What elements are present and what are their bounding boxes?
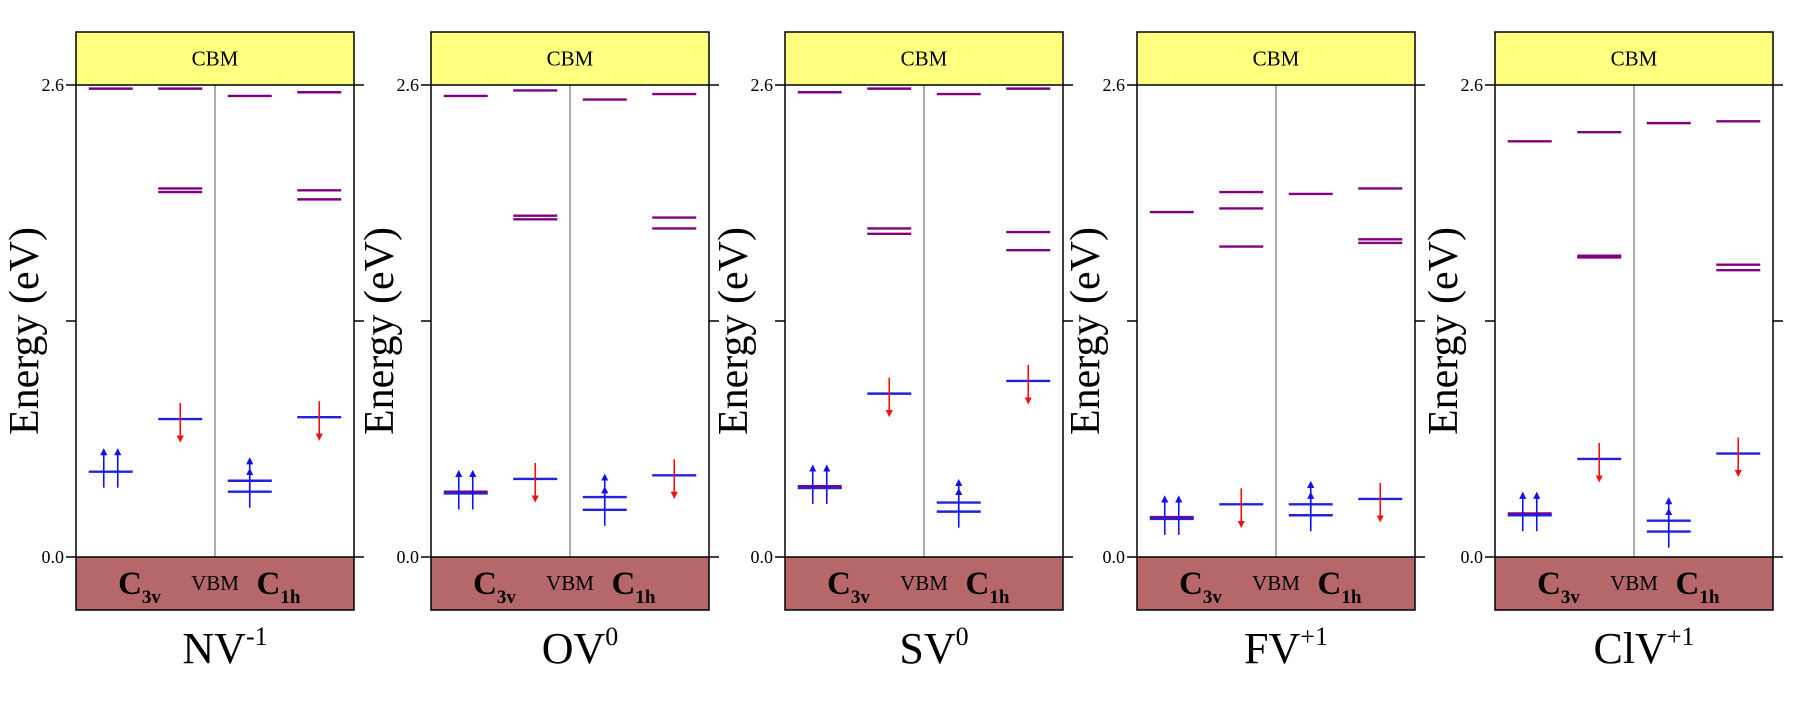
symmetry-label-c1h: C1h [257, 566, 301, 608]
y-axis-label: Energy (eV) [2, 227, 48, 435]
panel-title: SV0 [899, 622, 968, 673]
vbm-label: VBM [191, 571, 239, 595]
vbm-band [785, 557, 1063, 610]
cbm-label: CBM [192, 47, 239, 71]
y-tick-label: 0.0 [1103, 547, 1126, 567]
cbm-label: CBM [1253, 47, 1300, 71]
panel-ov: CBM VBM C3v C1h 0.0 2.6 Energy (eV) OV0 [357, 31, 719, 673]
cbm-band [1495, 32, 1773, 85]
y-tick-label: 2.6 [397, 75, 420, 95]
vbm-band [1137, 557, 1415, 610]
vbm-label: VBM [1610, 571, 1658, 595]
symmetry-label-c3v: C3v [1179, 566, 1222, 608]
symmetry-label-c1h: C1h [966, 566, 1010, 608]
y-tick-label: 0.0 [751, 547, 774, 567]
panel-title: NV-1 [182, 622, 267, 673]
cbm-band [76, 32, 354, 85]
panel-title: ClV+1 [1593, 622, 1694, 673]
y-axis-label: Energy (eV) [1421, 227, 1467, 435]
y-tick-label: 2.6 [1103, 75, 1126, 95]
vbm-label: VBM [900, 571, 948, 595]
panel-clv: CBM VBM C3v C1h 0.0 2.6 Energy (eV) ClV+1 [1421, 31, 1783, 673]
symmetry-label-c1h: C1h [1318, 566, 1362, 608]
vbm-label: VBM [546, 571, 594, 595]
vbm-band [1495, 557, 1773, 610]
symmetry-label-c3v: C3v [827, 566, 870, 608]
y-tick-label: 0.0 [1461, 547, 1484, 567]
vbm-band [431, 557, 709, 610]
cbm-band [1137, 32, 1415, 85]
cbm-band [785, 32, 1063, 85]
vbm-label: VBM [1252, 571, 1300, 595]
panel-nv: CBM VBM C3v C1h 0.0 2.6 Energy (eV) NV-1 [2, 31, 364, 673]
y-tick-label: 0.0 [42, 547, 65, 567]
symmetry-label-c3v: C3v [1537, 566, 1580, 608]
symmetry-label-c1h: C1h [1676, 566, 1720, 608]
y-axis-label: Energy (eV) [357, 227, 403, 435]
cbm-band [431, 32, 709, 85]
y-tick-label: 2.6 [1461, 75, 1484, 95]
panel-sv: CBM VBM C3v C1h 0.0 2.6 Energy (eV) SV0 [711, 31, 1073, 673]
symmetry-label-c3v: C3v [118, 566, 161, 608]
vbm-band [76, 557, 354, 610]
panel-title: FV+1 [1244, 622, 1328, 673]
cbm-label: CBM [1611, 47, 1658, 71]
y-axis-label: Energy (eV) [711, 227, 757, 435]
y-tick-label: 2.6 [751, 75, 774, 95]
symmetry-label-c1h: C1h [612, 566, 656, 608]
y-tick-label: 2.6 [42, 75, 65, 95]
cbm-label: CBM [547, 47, 594, 71]
y-tick-label: 0.0 [397, 547, 420, 567]
y-axis-label: Energy (eV) [1063, 227, 1109, 435]
panel-title: OV0 [542, 622, 619, 673]
cbm-label: CBM [901, 47, 948, 71]
symmetry-label-c3v: C3v [473, 566, 516, 608]
panel-fv: CBM VBM C3v C1h 0.0 2.6 Energy (eV) FV+1 [1063, 31, 1425, 673]
